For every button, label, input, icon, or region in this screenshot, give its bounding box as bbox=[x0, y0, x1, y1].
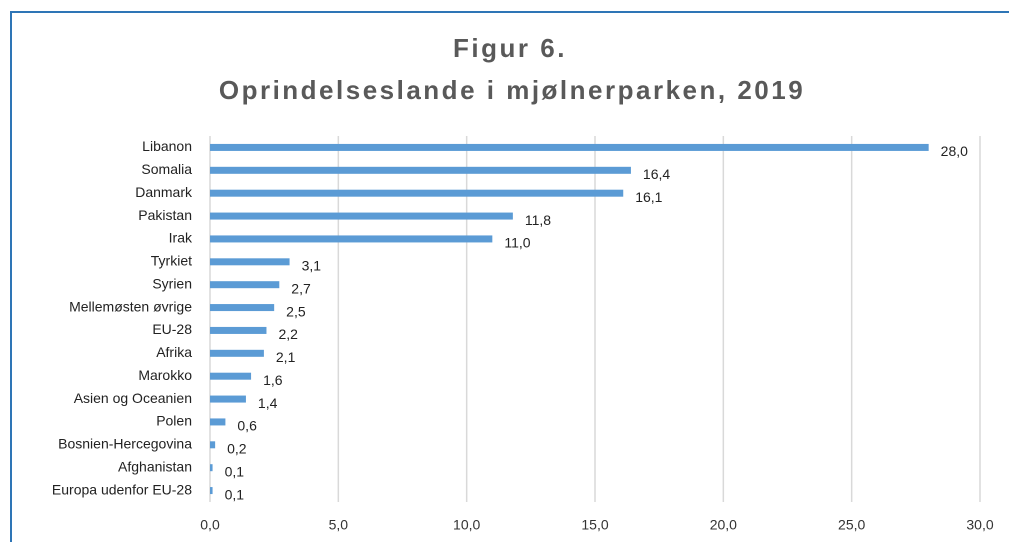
y-tick-label: Afghanistan bbox=[118, 458, 192, 474]
y-tick-label: Libanon bbox=[142, 138, 192, 154]
bar bbox=[210, 418, 226, 426]
bar bbox=[210, 212, 513, 220]
y-tick-label: Afrika bbox=[156, 344, 192, 360]
x-tick-label: 10,0 bbox=[453, 517, 480, 533]
x-tick-label: 20,0 bbox=[710, 517, 737, 533]
y-tick-label: Tyrkiet bbox=[151, 253, 192, 269]
x-tick-label: 5,0 bbox=[329, 517, 349, 533]
x-tick-label: 25,0 bbox=[838, 517, 865, 533]
bar bbox=[210, 441, 216, 449]
bar bbox=[210, 349, 264, 357]
y-tick-label: Danmark bbox=[135, 184, 193, 200]
data-label: 1,4 bbox=[258, 395, 278, 411]
frame bbox=[10, 11, 1009, 542]
bar bbox=[210, 258, 290, 266]
x-tick-label: 0,0 bbox=[200, 517, 220, 533]
x-tick-label: 15,0 bbox=[581, 517, 608, 533]
data-label: 0,1 bbox=[225, 486, 245, 502]
y-tick-label: Asien og Oceanien bbox=[74, 390, 192, 406]
chart-title: Figur 6. bbox=[453, 33, 567, 63]
bar bbox=[210, 326, 267, 334]
bar bbox=[210, 281, 280, 289]
bar bbox=[210, 304, 275, 312]
bar bbox=[210, 464, 213, 472]
data-label: 3,1 bbox=[302, 258, 322, 274]
y-tick-label: Pakistan bbox=[138, 207, 192, 223]
y-tick-label: Somalia bbox=[141, 161, 192, 177]
chart-title: Oprindelseslande i mjølnerparken, 2019 bbox=[219, 75, 805, 105]
y-tick-label: Polen bbox=[156, 413, 192, 429]
data-label: 16,4 bbox=[643, 166, 670, 182]
data-label: 28,0 bbox=[941, 143, 968, 159]
bar bbox=[210, 166, 631, 174]
y-tick-label: Marokko bbox=[138, 367, 192, 383]
data-label: 2,7 bbox=[291, 280, 311, 296]
data-label: 16,1 bbox=[635, 189, 662, 205]
data-label: 11,8 bbox=[525, 212, 551, 228]
bar bbox=[210, 143, 929, 151]
y-tick-label: EU-28 bbox=[152, 321, 192, 337]
data-label: 2,5 bbox=[286, 303, 306, 319]
data-label: 0,6 bbox=[237, 418, 257, 434]
data-label: 0,2 bbox=[227, 441, 247, 457]
data-label: 2,2 bbox=[278, 326, 298, 342]
bar bbox=[210, 395, 246, 403]
bar bbox=[210, 235, 493, 243]
data-label: 11,0 bbox=[504, 235, 530, 251]
y-tick-label: Europa udenfor EU-28 bbox=[52, 481, 192, 497]
data-label: 2,1 bbox=[276, 349, 296, 365]
data-label: 1,6 bbox=[263, 372, 283, 388]
data-label: 0,1 bbox=[225, 463, 245, 479]
bar bbox=[210, 372, 252, 380]
y-tick-label: Irak bbox=[169, 230, 193, 246]
x-tick-label: 30,0 bbox=[966, 517, 993, 533]
bar bbox=[210, 189, 624, 197]
y-tick-label: Syrien bbox=[152, 275, 192, 291]
y-tick-label: Bosnien-Hercegovina bbox=[58, 436, 192, 452]
bar bbox=[210, 487, 213, 495]
y-tick-label: Mellemøsten øvrige bbox=[69, 298, 192, 314]
